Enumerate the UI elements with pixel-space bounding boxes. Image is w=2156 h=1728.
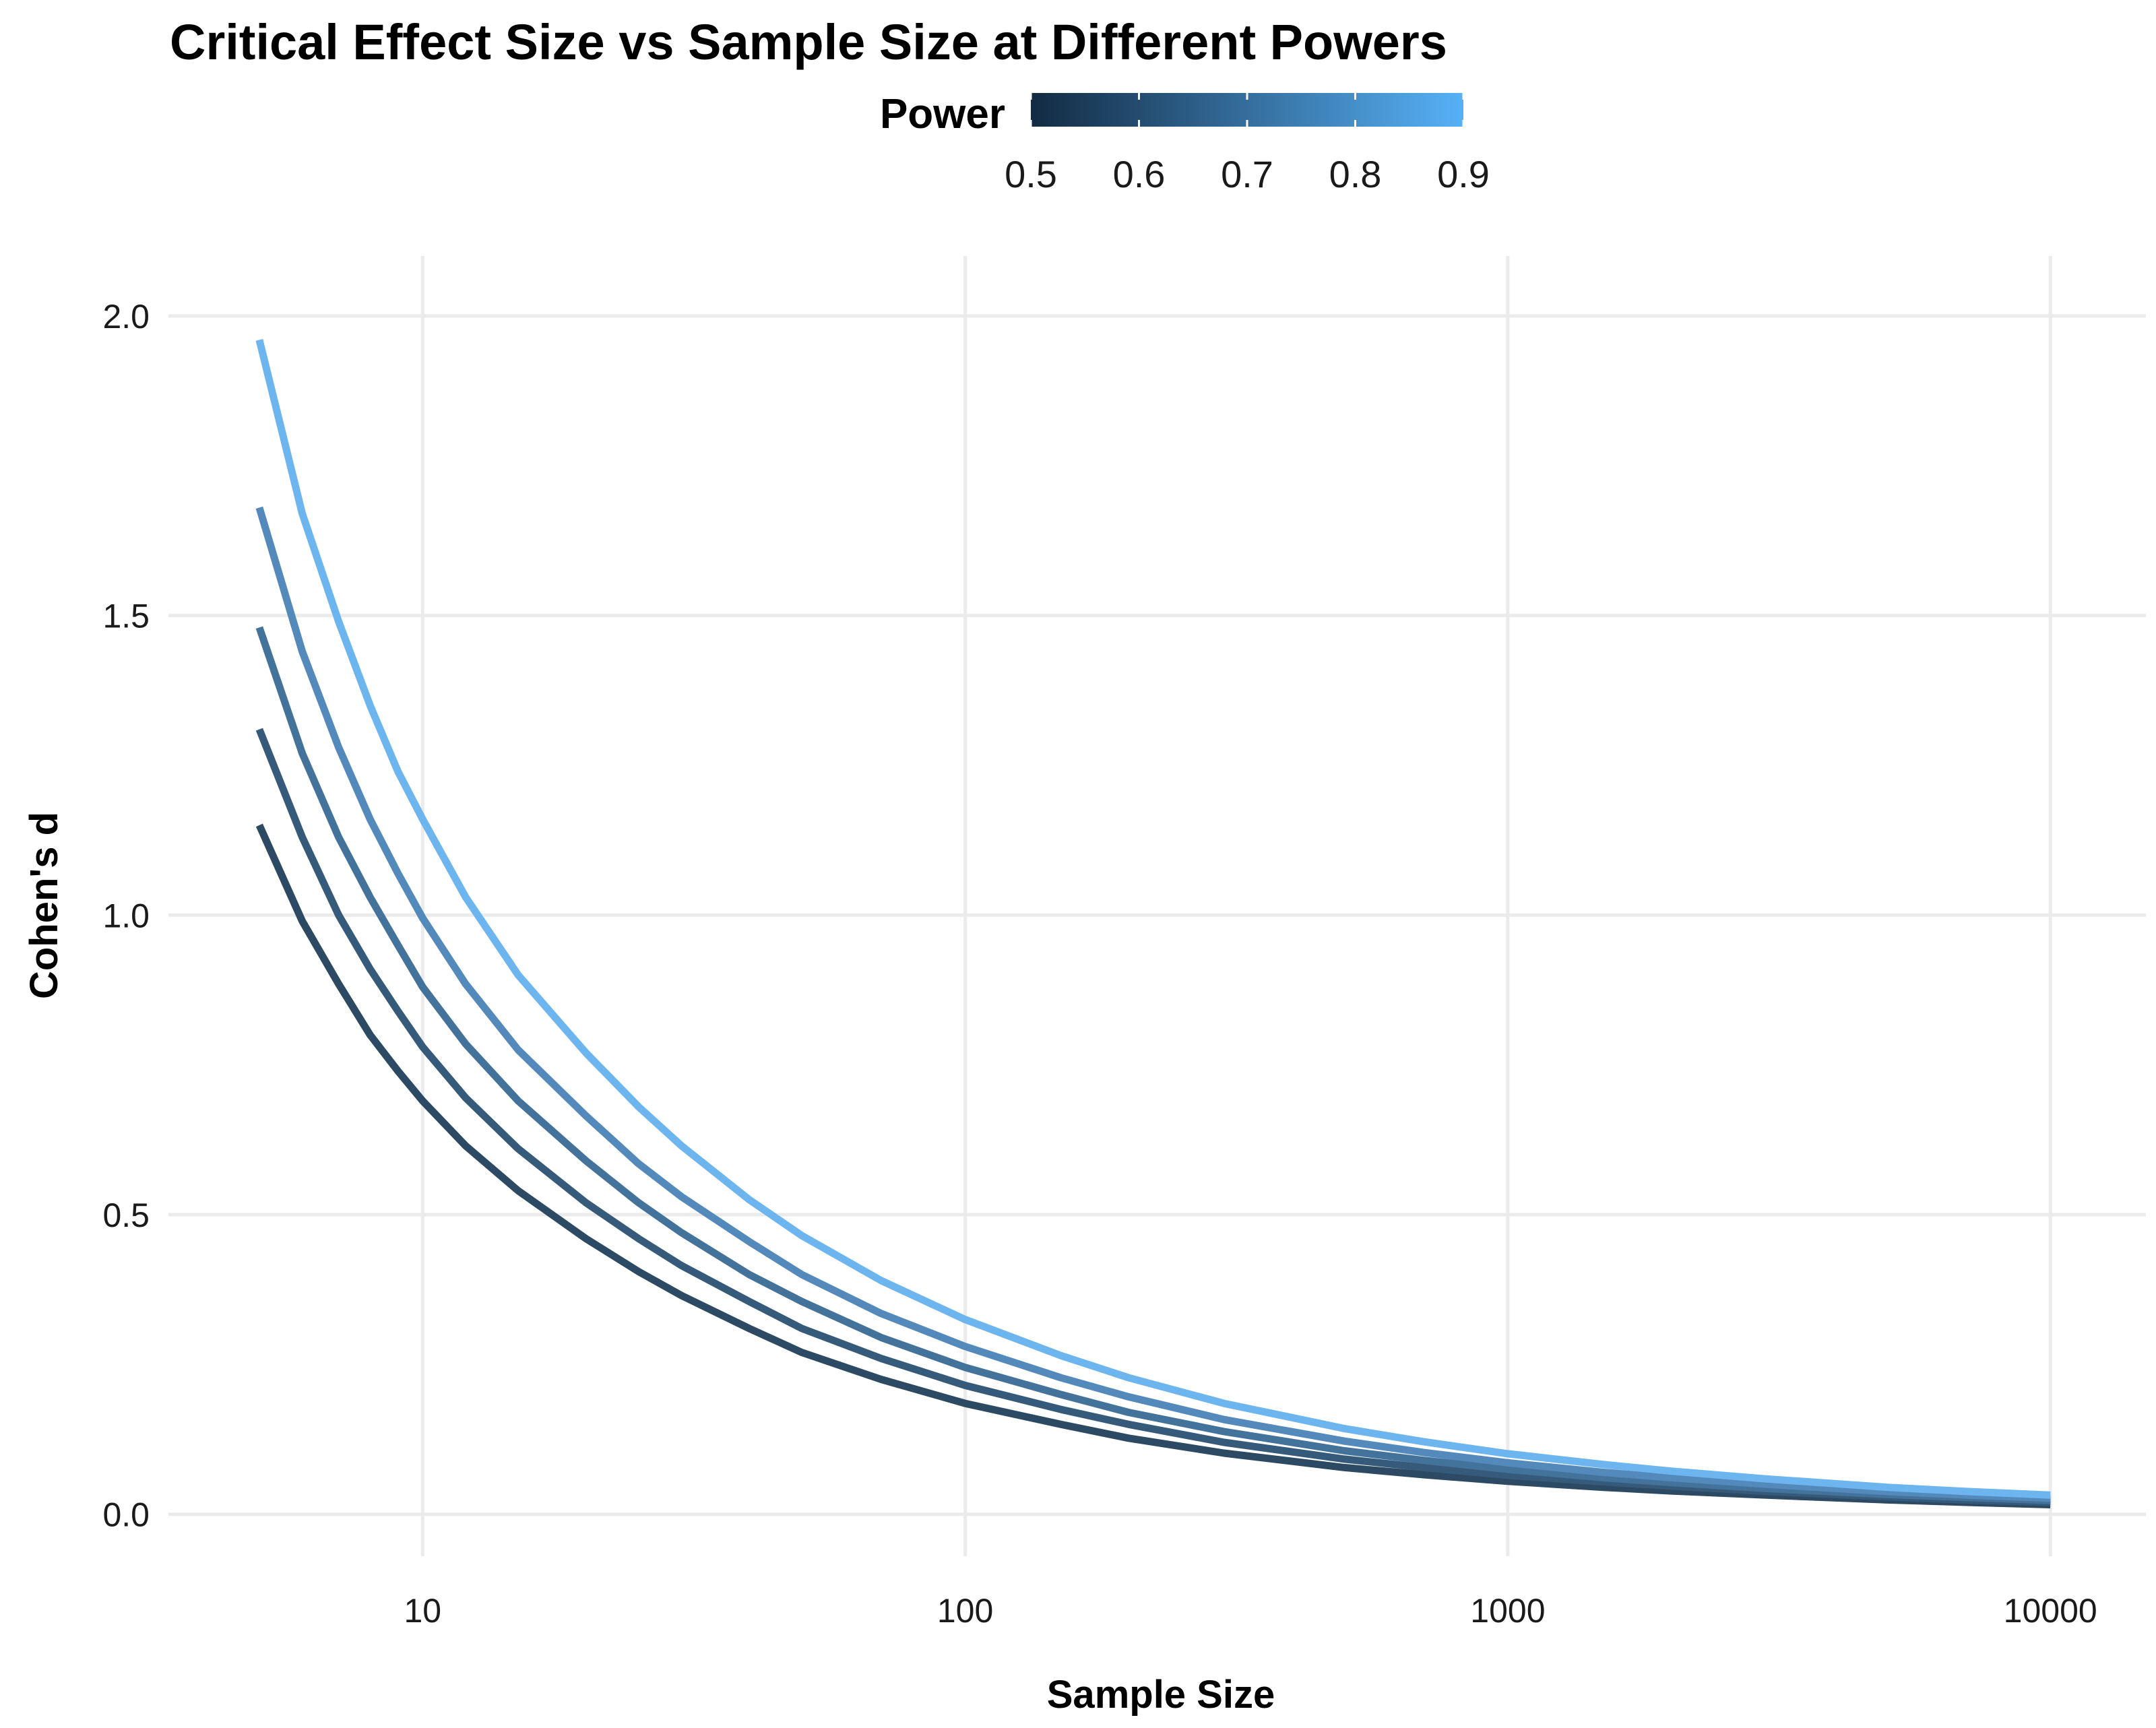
x-tick-label: 100 bbox=[937, 1592, 993, 1630]
y-tick-label: 0.0 bbox=[102, 1496, 150, 1534]
x-axis-tick-labels: 10 100 1000 10000 bbox=[404, 1592, 2097, 1630]
legend: Power 0.5 0.6 0.7 0.8 0.9 bbox=[880, 91, 1490, 195]
legend-tick-label: 0.8 bbox=[1329, 153, 1382, 195]
x-axis-title: Sample Size bbox=[1047, 1673, 1275, 1717]
y-axis-title: Cohen's d bbox=[22, 812, 66, 999]
y-tick-label: 2.0 bbox=[102, 298, 150, 335]
grid bbox=[168, 256, 2146, 1556]
series-line-power-0.6 bbox=[255, 728, 2051, 1506]
y-tick-label: 0.5 bbox=[102, 1196, 150, 1234]
legend-tick-label: 0.7 bbox=[1221, 153, 1273, 195]
colorbar-ticks bbox=[1029, 93, 1465, 127]
legend-tick-labels: 0.5 0.6 0.7 0.8 0.9 bbox=[1005, 153, 1490, 195]
x-tick-label: 1000 bbox=[1470, 1592, 1545, 1630]
series-line-power-0.8 bbox=[255, 506, 2051, 1502]
series-lines bbox=[255, 339, 2051, 1508]
series-line-power-0.5 bbox=[255, 823, 2051, 1508]
legend-tick-label: 0.5 bbox=[1005, 153, 1057, 195]
x-tick-label: 10 bbox=[404, 1592, 441, 1630]
y-tick-label: 1.5 bbox=[102, 598, 150, 635]
legend-tick-label: 0.9 bbox=[1437, 153, 1490, 195]
y-axis-tick-labels: 0.0 0.5 1.0 1.5 2.0 bbox=[102, 298, 150, 1534]
legend-title: Power bbox=[880, 91, 1005, 137]
series-line-power-0.7 bbox=[255, 626, 2051, 1504]
x-tick-label: 10000 bbox=[2004, 1592, 2097, 1630]
chart-title: Critical Effect Size vs Sample Size at D… bbox=[170, 14, 1447, 70]
legend-tick-label: 0.6 bbox=[1113, 153, 1166, 195]
series-line-power-0.9 bbox=[255, 339, 2051, 1499]
y-tick-label: 1.0 bbox=[102, 897, 150, 934]
